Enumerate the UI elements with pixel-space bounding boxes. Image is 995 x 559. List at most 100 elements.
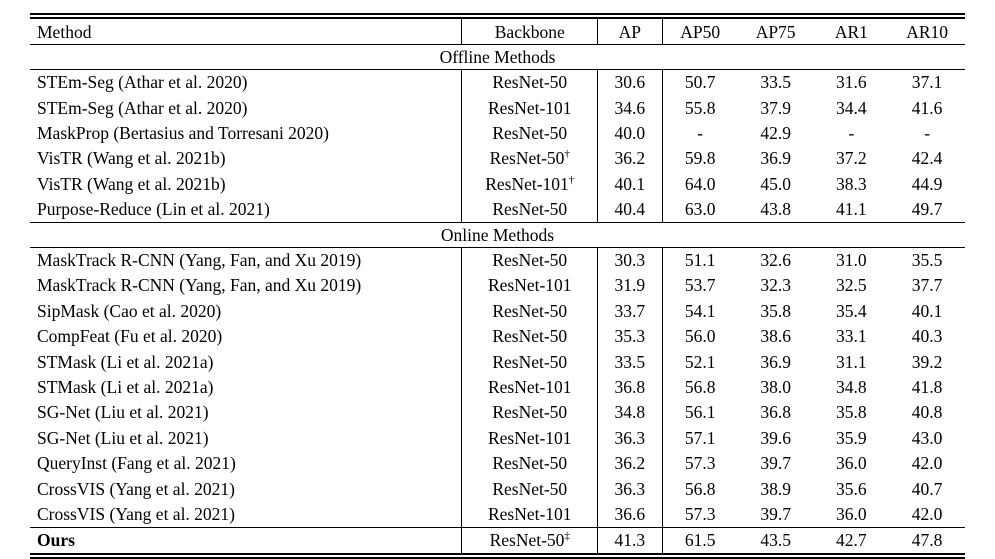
cell-ar1: 42.7 [813,526,890,557]
cell-method: STEm-Seg (Athar et al. 2020) [30,69,463,96]
backbone-superscript: ‡ [564,530,570,543]
cell-backbone: ResNet-50 [461,196,599,223]
backbone-text: ResNet-50 [489,148,565,169]
cell-ap50: 54.1 [684,300,716,321]
column-header-ap: AP [597,16,663,46]
cell-ar1: 31.0 [836,250,867,271]
backbone-superscript: † [568,174,575,187]
cell-backbone: ResNet-50 [461,323,599,350]
cell-method: MaskProp (Bertasius and Torresani 2020) [30,120,463,146]
table-row: SG-Net (Liu et al. 2021) ResNet-50 34.8 56.… [30,399,965,426]
section-header-row: Offline Methods [30,44,965,70]
ours-row: Ours ResNet-50‡ 41.3 61.5 43.5 42.7 47.8 [30,526,965,557]
cell-ar1: 34.4 [836,97,867,118]
cell-ar1: 35.8 [836,402,867,423]
backbone-text: ResNet-101 [487,427,572,448]
cell-ap75: 35.8 [760,300,791,321]
cell-ar1: 31.6 [836,72,867,93]
cell-ap75: 37.9 [760,97,791,118]
cell-ap50: - [697,123,704,144]
cell-ar1: 35.9 [836,427,867,448]
cell-backbone: ResNet-50 [461,247,599,273]
table-row: MaskTrack R-CNN (Yang, Fan, and Xu 2019)… [30,272,965,299]
cell-ap75: 42.9 [760,123,791,144]
cell-ar1: 35.6 [836,478,867,499]
cell-backbone: ResNet-50 [461,298,599,324]
cell-backbone: ResNet-50‡ [461,526,599,557]
table-row: MaskTrack R-CNN (Yang, Fan, and Xu 2019)… [30,247,965,273]
backbone-text: ResNet-50 [492,72,568,93]
cell-ap50: 51.1 [684,250,716,271]
cell-ar10: 40.1 [911,300,943,321]
cell-ap: 30.3 [597,247,663,273]
header-row: Method Backbone AP AP50 AP75 AR1 AR10 [30,16,965,46]
cell-ap75: 39.7 [760,503,791,524]
cell-backbone: ResNet-50 [461,120,599,146]
table-row: SipMask (Cao et al. 2020) ResNet-50 33.7 54… [30,298,965,324]
cell-method: STMask (Li et al. 2021a) [30,374,463,400]
backbone-text: ResNet-101 [487,97,572,118]
column-header-ap50: AP50 [662,16,738,46]
table-row: STMask (Li et al. 2021a) ResNet-101 36.8 56… [30,374,965,400]
cell-method: SG-Net (Liu et al. 2021) [30,425,463,451]
column-header-method: Method [30,16,463,46]
cell-ap: 36.8 [597,374,663,400]
table-row: CrossVIS (Yang et al. 2021) ResNet-50 36.3… [30,476,965,502]
cell-ap75: 32.3 [760,275,791,296]
cell-method: CompFeat (Fu et al. 2020) [30,323,463,350]
backbone-text: ResNet-101 [487,503,572,524]
cell-ap50: 56.8 [684,376,716,397]
column-header-ar1: AR1 [813,16,890,46]
cell-ar1: - [848,123,855,144]
cell-method: STMask (Li et al. 2021a) [30,349,463,375]
table-row: Purpose-Reduce (Lin et al. 2021) ResNet-5… [30,196,965,223]
cell-backbone: ResNet-50 [461,399,599,426]
cell-ap: 36.2 [597,450,663,477]
cell-ap: 36.3 [597,425,663,451]
cell-ap75: 38.9 [760,478,791,499]
cell-ar10: 37.1 [911,72,943,93]
cell-ar1: 33.1 [836,326,867,347]
cell-ap75: 32.6 [760,250,791,271]
backbone-text: ResNet-50 [492,402,568,423]
cell-ap50: 59.8 [684,148,716,169]
cell-method: VisTR (Wang et al. 2021b) [30,145,463,172]
backbone-text: ResNet-50 [492,199,568,220]
cell-method: STEm-Seg (Athar et al. 2020) [30,95,463,121]
backbone-text: ResNet-101 [485,173,569,194]
cell-ar10: 41.8 [911,376,943,397]
cell-method: Ours [30,526,463,557]
cell-ap75: 38.0 [760,376,791,397]
cell-ar10: 43.0 [911,427,943,448]
cell-method: CrossVIS (Yang et al. 2021) [30,476,463,502]
table-row: STEm-Seg (Athar et al. 2020) ResNet-101 34… [30,95,965,121]
backbone-text: ResNet-50 [492,326,568,347]
cell-method: QueryInst (Fang et al. 2021) [30,450,463,477]
cell-backbone: ResNet-101† [461,171,599,197]
cell-ar10: 40.7 [911,478,943,499]
table-body: Offline Methods STEm-Seg (Athar et al. 20… [30,44,965,557]
cell-backbone: ResNet-101 [461,501,599,528]
backbone-text: ResNet-50 [492,250,568,271]
cell-ar1: 32.5 [836,275,867,296]
cell-ar10: 40.3 [911,326,943,347]
paper-results-table-container: Method Backbone AP AP50 AP75 AR1 AR10 Of… [30,13,965,559]
cell-ar10: 44.9 [911,173,943,194]
backbone-text: ResNet-50 [489,530,565,551]
cell-method: CrossVIS (Yang et al. 2021) [30,501,463,528]
cell-ar1: 31.1 [836,351,867,372]
cell-ap: 35.3 [597,323,663,350]
cell-ar10: 40.8 [911,402,943,423]
cell-ar10: 47.8 [889,526,965,557]
cell-ap50: 57.3 [684,503,716,524]
section-header-row: Online Methods [30,222,965,248]
cell-method: Purpose-Reduce (Lin et al. 2021) [30,196,463,223]
cell-ar10: 42.0 [911,503,943,524]
cell-ap50: 53.7 [684,275,716,296]
cell-backbone: ResNet-101 [461,272,599,299]
cell-ar1: 41.1 [836,199,867,220]
column-header-backbone: Backbone [461,16,599,46]
cell-backbone: ResNet-101 [461,95,599,121]
cell-backbone: ResNet-101 [461,374,599,400]
cell-ap75: 45.0 [760,173,791,194]
